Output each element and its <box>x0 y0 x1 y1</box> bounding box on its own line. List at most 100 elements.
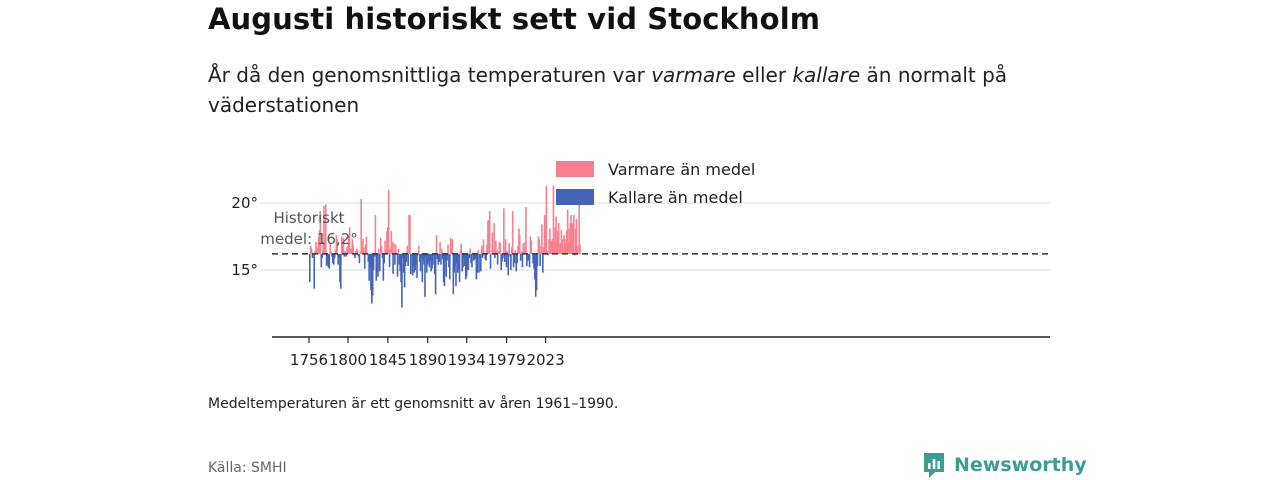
warm-bar <box>561 239 564 254</box>
cold-bar <box>433 253 436 275</box>
warm-bar <box>493 223 495 254</box>
warm-bar <box>564 239 566 254</box>
cold-bar <box>370 253 372 291</box>
cold-bar <box>326 253 329 264</box>
cold-bar <box>425 253 427 257</box>
cold-bar <box>534 253 536 280</box>
cold-bar <box>388 253 391 268</box>
cold-bar <box>496 253 499 265</box>
warm-bar <box>387 189 390 254</box>
warm-bar <box>530 240 533 254</box>
cold-bar <box>371 253 373 304</box>
cold-bar <box>442 253 445 283</box>
warm-bar <box>487 220 490 254</box>
warm-bar <box>397 248 400 254</box>
cold-bar <box>466 253 469 270</box>
cold-bar <box>470 253 472 264</box>
cold-bar <box>547 253 549 256</box>
cold-bar <box>434 253 437 295</box>
cold-bar <box>512 253 515 268</box>
cold-bar <box>515 253 518 272</box>
cold-bar <box>452 253 455 295</box>
cold-bar <box>412 253 415 266</box>
subtitle-part1: År då den genomsnittliga temperaturen va… <box>208 63 652 87</box>
cold-bar <box>526 253 529 261</box>
warm-bar <box>571 223 573 254</box>
cold-bar <box>422 253 425 261</box>
warm-bar <box>508 243 510 254</box>
cold-bar <box>500 253 502 270</box>
warm-bar <box>477 249 479 254</box>
warm-bar <box>565 243 567 254</box>
warm-bar <box>506 251 509 254</box>
x-tick-label: 1845 <box>369 351 407 369</box>
warm-bar <box>524 241 526 254</box>
cold-bar <box>410 253 412 275</box>
cold-bar <box>528 253 531 268</box>
cold-bar <box>421 253 424 283</box>
warm-bar <box>518 235 521 254</box>
warm-bar <box>315 241 317 254</box>
x-tick-label: 2023 <box>526 351 564 369</box>
brand-logo[interactable]: Newsworthy <box>922 450 1087 480</box>
warm-bar <box>347 245 349 254</box>
legend: Varmare än medel Kallare än medel <box>556 160 755 207</box>
warm-bar <box>572 224 574 254</box>
cold-bar <box>464 253 466 266</box>
warm-bar <box>350 248 353 254</box>
cold-bar <box>484 253 487 260</box>
cold-bar <box>398 253 401 265</box>
warm-bar <box>550 241 553 254</box>
cold-bar <box>473 253 476 260</box>
footnote: Medeltemperaturen är ett genomsnitt av å… <box>208 396 619 412</box>
cold-bar <box>448 253 450 268</box>
legend-warm-swatch <box>556 161 594 177</box>
cold-bar <box>382 253 385 281</box>
cold-bar <box>505 253 508 268</box>
cold-bar <box>476 253 479 273</box>
cold-bar <box>333 253 336 258</box>
cold-bar <box>536 253 539 266</box>
cold-bar <box>507 253 510 276</box>
cold-bar <box>438 253 440 262</box>
warm-bar <box>385 249 387 254</box>
cold-bar <box>377 253 379 277</box>
warm-bar <box>439 241 441 254</box>
warm-bar <box>578 204 580 254</box>
warm-bar <box>360 198 362 254</box>
x-tick-label: 1756 <box>290 351 328 369</box>
warm-bar <box>384 240 386 254</box>
cold-bar <box>343 253 346 257</box>
subtitle-part2: eller <box>735 63 793 87</box>
warm-bar <box>349 248 352 254</box>
cold-bar <box>519 253 522 261</box>
warm-bar <box>460 243 463 254</box>
cold-bar <box>444 253 447 261</box>
cold-bar <box>453 253 456 273</box>
cold-bar <box>509 253 511 257</box>
cold-bar <box>424 253 426 297</box>
cold-bar <box>378 253 381 272</box>
warm-bar <box>348 227 351 254</box>
cold-bar <box>475 253 478 280</box>
warm-bar <box>441 248 443 254</box>
warm-bar <box>498 241 501 254</box>
warm-bar <box>544 221 547 254</box>
cold-bar <box>369 253 371 268</box>
warm-bar <box>394 244 397 254</box>
cold-bar <box>415 253 417 265</box>
cold-bar <box>363 253 366 269</box>
warm-bar <box>480 245 483 254</box>
cold-bar <box>423 253 425 265</box>
warm-bar <box>518 228 520 254</box>
subtitle-part3: än normalt på väderstationen <box>208 63 1008 117</box>
warm-bar <box>386 227 389 254</box>
warm-bar <box>450 248 453 254</box>
cold-bar <box>400 253 402 283</box>
warm-bar <box>417 245 420 254</box>
warm-bar <box>318 229 321 254</box>
cold-bar <box>471 253 473 268</box>
warm-bar <box>359 252 362 254</box>
cold-bar <box>403 253 406 288</box>
warm-bar <box>551 239 554 254</box>
